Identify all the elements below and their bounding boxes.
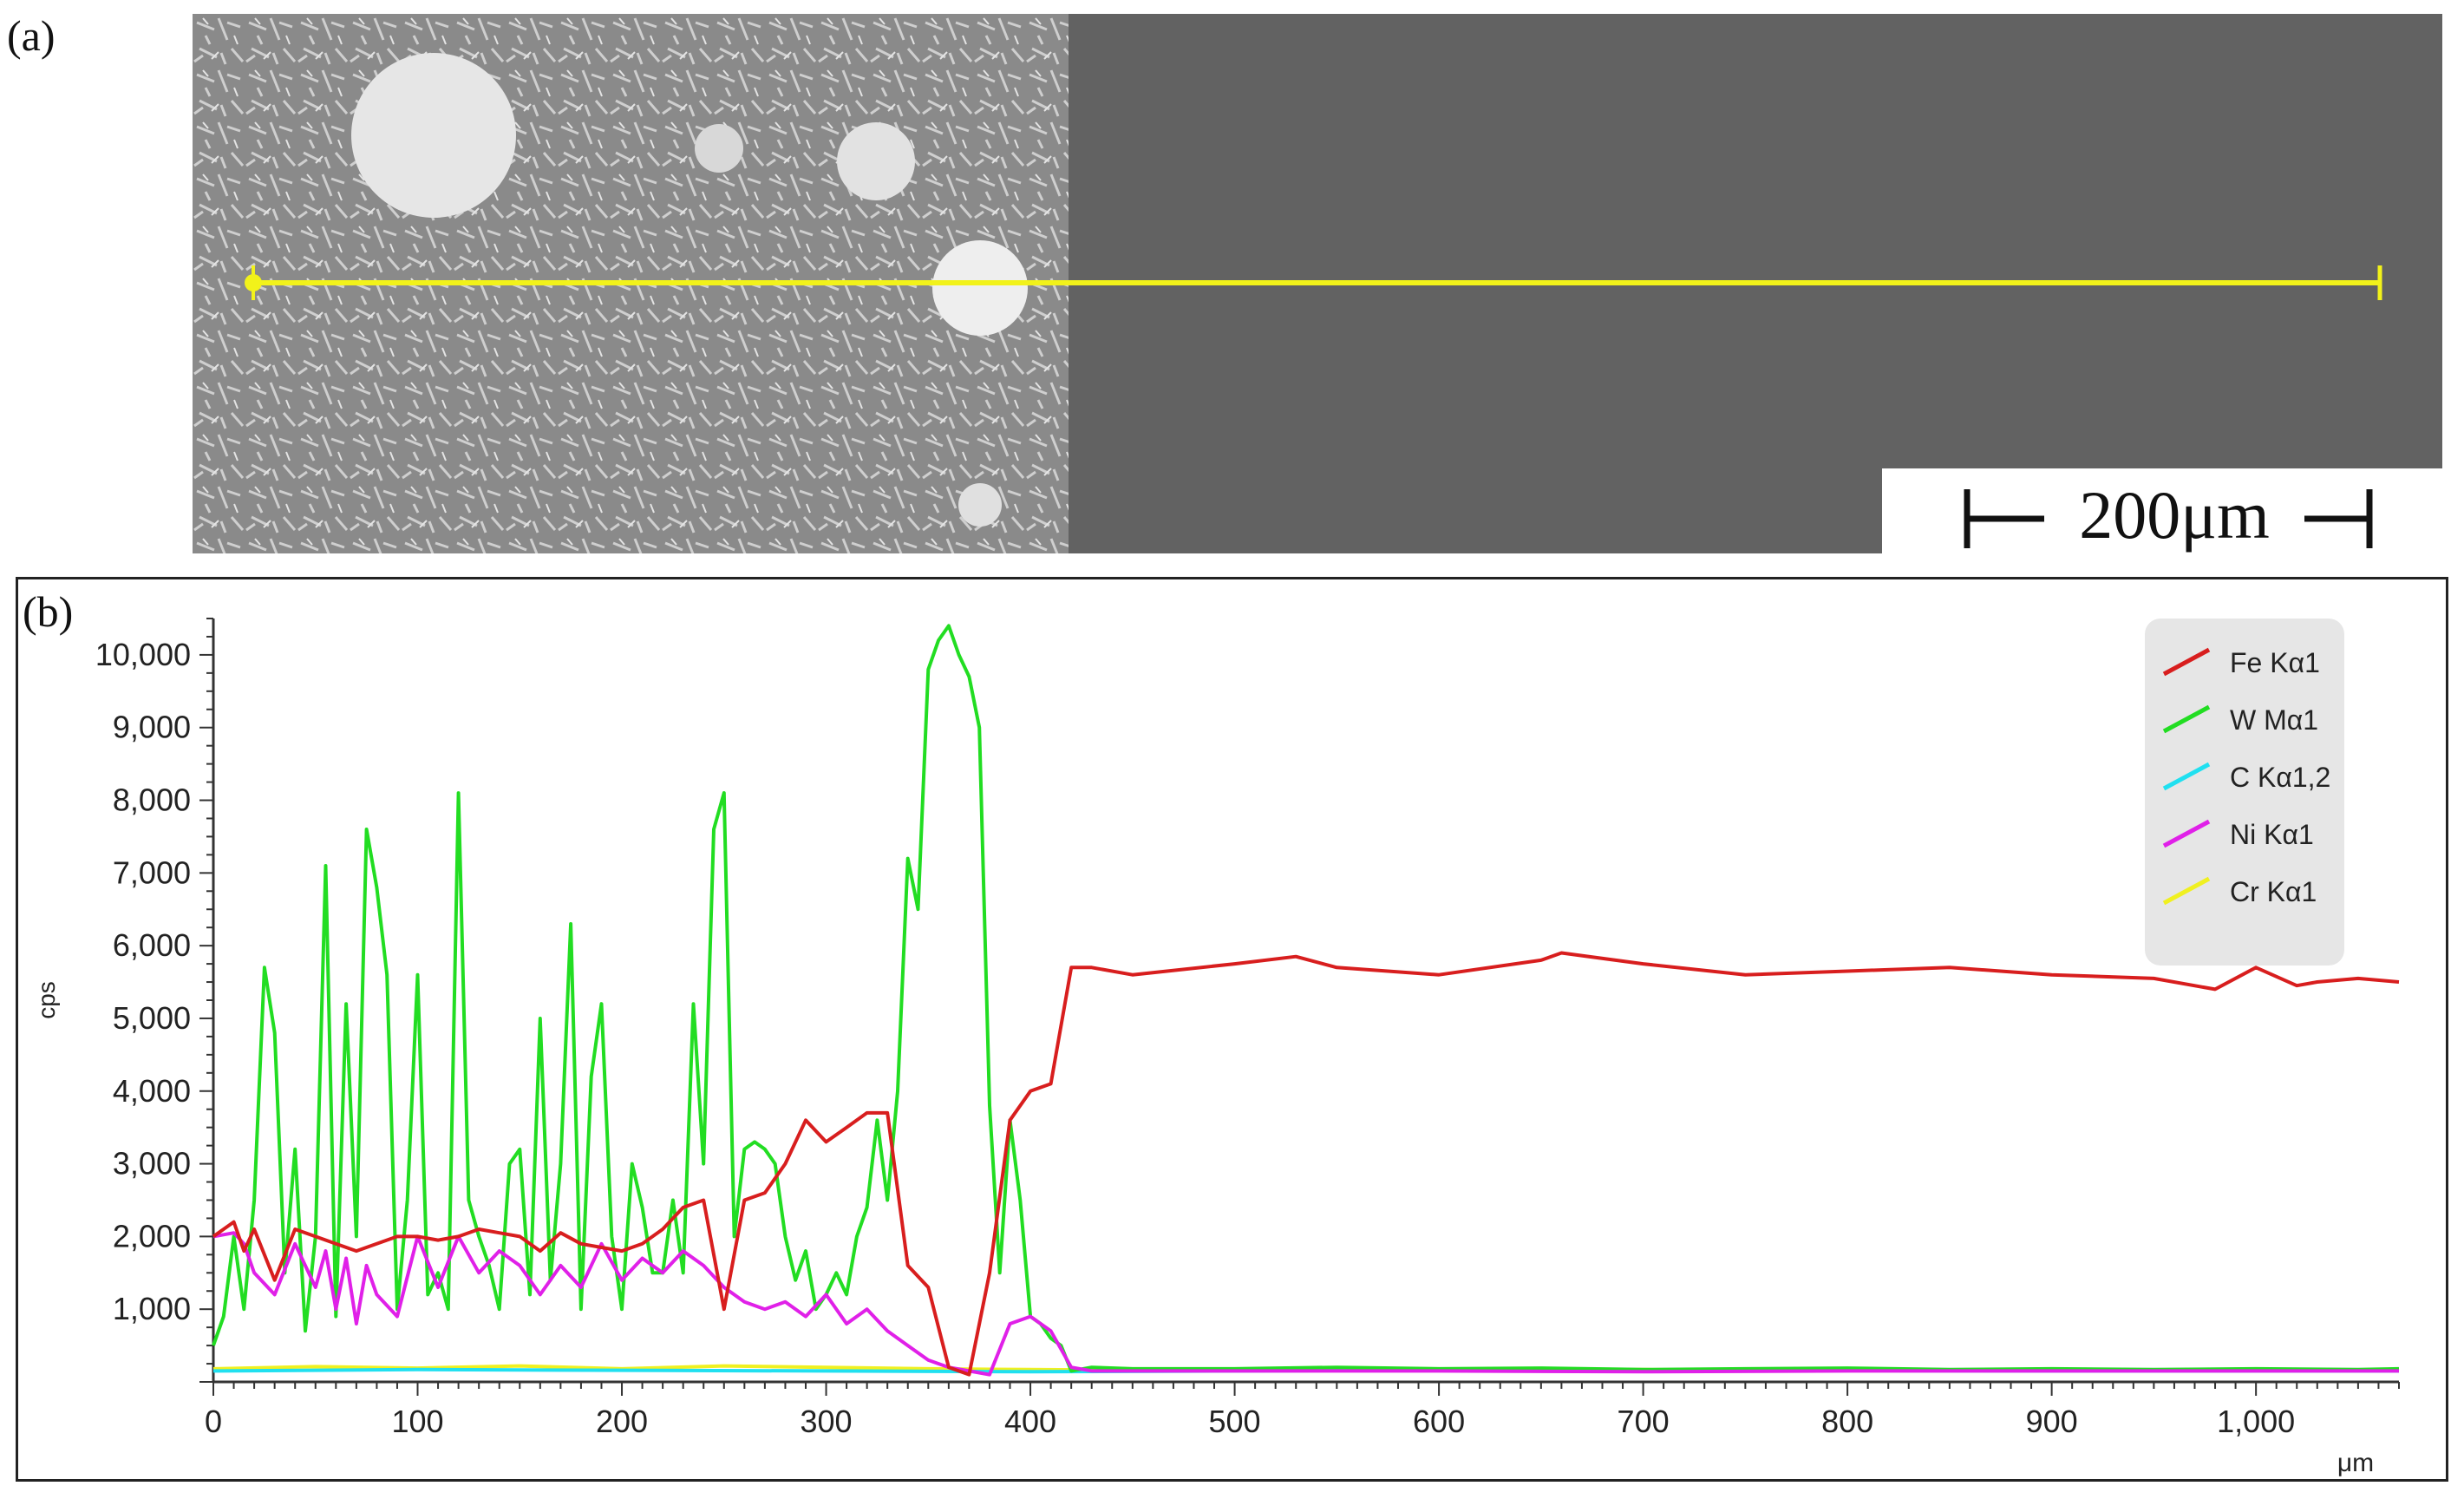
line-scan-chart-frame: 0 100 200 300 400 500 600 700 800 900 1,000 1,000 2,… [16, 577, 2448, 1482]
series-line-ni [212, 1231, 2399, 1377]
y-tick-label: 9,000 [113, 710, 191, 745]
line-scan-chart: 0 100 200 300 400 500 600 700 800 900 1,000 1,000 2,… [33, 618, 2400, 1477]
x-tick-label: 800 [1821, 1404, 1873, 1439]
y-tick-label: 8,000 [113, 782, 191, 818]
x-tick-label: 500 [1209, 1404, 1261, 1439]
x-tick-label: 600 [1413, 1404, 1465, 1439]
x-tick-label: 400 [1004, 1404, 1056, 1439]
legend-swatch [2162, 876, 2211, 906]
series-line-w [212, 624, 2400, 1373]
y-tick-label: 7,000 [113, 854, 191, 890]
legend-swatch [2162, 819, 2211, 848]
x-tick-label: 1,000 [2217, 1404, 2295, 1439]
legend-swatch [2162, 704, 2211, 734]
scale-bar: 200μm [1882, 468, 2442, 553]
line-scan-marker [245, 265, 2382, 300]
x-tick-label: 700 [1618, 1404, 1670, 1439]
y-tick-label: 1,000 [113, 1291, 191, 1326]
series-line-fe [212, 951, 2400, 1377]
legend-label: W Mα1 [2230, 704, 2318, 736]
y-axis-label: cps [33, 981, 60, 1019]
y-tick-label: 5,000 [113, 1000, 191, 1036]
sem-particle [837, 122, 915, 200]
legend-swatch [2162, 762, 2211, 791]
x-tick-label: 300 [801, 1404, 853, 1439]
legend-label: Fe Kα1 [2230, 647, 2320, 678]
y-tick-label: 3,000 [113, 1146, 191, 1182]
x-axis-label: μm [2337, 1449, 2374, 1477]
y-tick-label: 10,000 [95, 637, 191, 672]
x-tick-label: 200 [596, 1404, 648, 1439]
y-tick-label: 2,000 [113, 1218, 191, 1254]
x-tick-label: 900 [2026, 1404, 2078, 1439]
legend-box [2145, 619, 2344, 966]
panel-a-label: (a) [7, 11, 56, 60]
sem-particle [695, 124, 743, 173]
legend-label: C Kα1,2 [2230, 762, 2330, 793]
scale-bar-label: 200μm [2079, 477, 2270, 553]
sem-micrograph: 200μm [193, 14, 2442, 553]
legend-label: Ni Kα1 [2230, 819, 2314, 850]
y-tick-label: 4,000 [113, 1073, 191, 1109]
legend-swatch [2162, 647, 2211, 677]
sem-particle [351, 53, 516, 218]
x-tick-label: 0 [205, 1404, 222, 1439]
panel-b-label: (b) [23, 587, 74, 636]
legend-label: Cr Kα1 [2230, 876, 2317, 907]
sem-particle [958, 483, 1002, 527]
y-tick-label: 6,000 [113, 927, 191, 963]
sem-particle [932, 240, 1028, 336]
x-tick-label: 100 [391, 1404, 443, 1439]
